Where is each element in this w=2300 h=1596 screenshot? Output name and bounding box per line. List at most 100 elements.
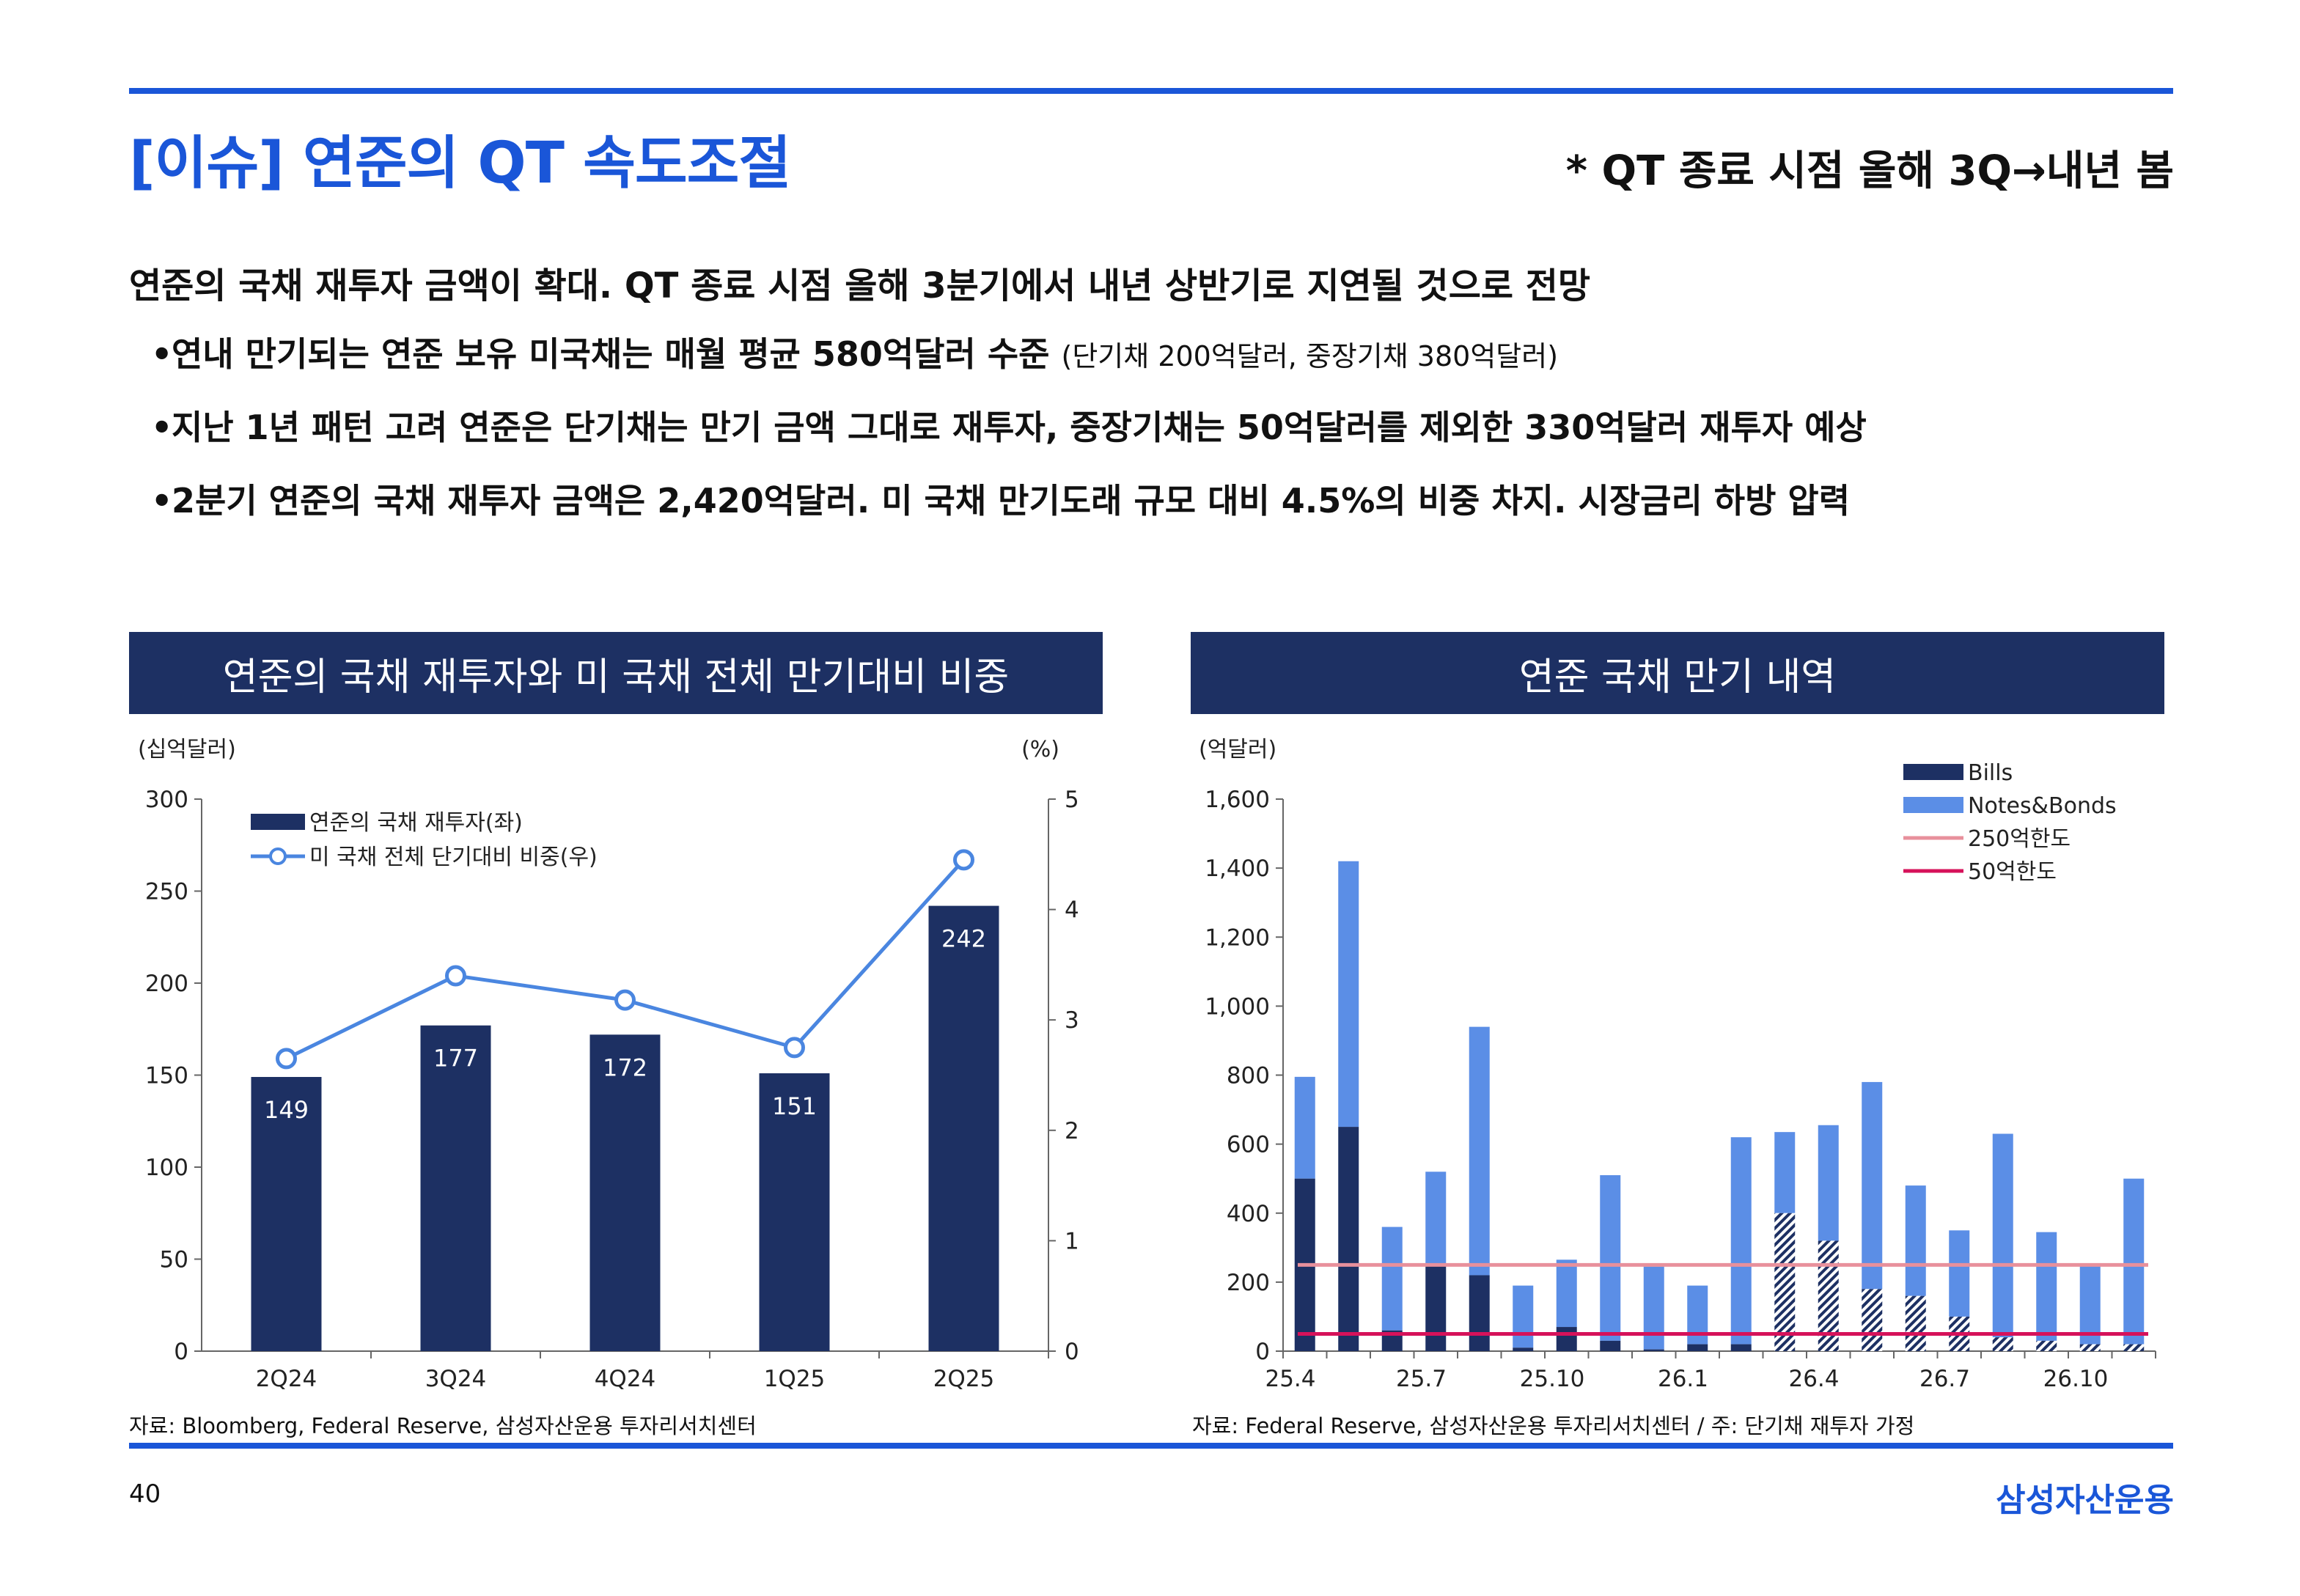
chart1-bar-label: 149 (264, 1096, 309, 1124)
chart2-bar-bills (1862, 1289, 1883, 1351)
headline: 연준의 국채 재투자 금액이 확대. QT 종료 시점 올해 3분기에서 내년 … (129, 265, 1591, 306)
chart2-bar-notes (2036, 1232, 2057, 1341)
chart2-bar-bills (1905, 1295, 1926, 1351)
chart2-figure: (억달러) 0 200 400 600 800 1,000 1,200 1,400 1,600 25… (1199, 737, 2156, 1392)
chart1-legend-bar-label: 연준의 국채 재투자(좌) (309, 810, 523, 836)
chart2-legend-ref50-label: 50억한도 (1968, 859, 2057, 885)
chart2-bar-bills (1513, 1347, 1534, 1351)
chart1-line-point (276, 1048, 297, 1070)
chart2-bar-bills (1992, 1337, 2013, 1351)
chart2-bar-bills (1425, 1265, 1447, 1351)
chart2-bar-notes (1600, 1174, 1621, 1341)
page-subtitle: * QT 종료 시점 올해 3Q→내년 봄 (1565, 147, 2174, 195)
chart1-bar (251, 1077, 322, 1351)
chart1-title: 연준의 국채 재투자와 미 국채 전체 만기대비 비중 (129, 632, 1103, 714)
chart2-xtick-label: 26.4 (1788, 1366, 1839, 1392)
chart1-ytick-left-label: 250 (145, 879, 188, 905)
chart2-bar-notes (1338, 861, 1359, 1128)
chart2-legend-ref250-label: 250억한도 (1968, 826, 2071, 852)
chart2-ytick-label: 0 (1255, 1339, 1270, 1365)
chart2-ytick-label: 800 (1227, 1063, 1270, 1089)
chart2-xtick-label: 26.7 (1919, 1366, 1970, 1392)
chart2-bar-notes (1469, 1026, 1490, 1276)
chart2-ytick-label: 600 (1227, 1132, 1270, 1158)
chart1-ytick-left-label: 300 (145, 787, 188, 813)
chart1-bar (589, 1034, 661, 1351)
chart2-xtick-label: 25.4 (1265, 1366, 1315, 1392)
bullet-text: 2분기 연준의 국채 재투자 금액은 2,420억달러. 미 국채 만기도래 규… (172, 481, 1851, 521)
chart1-ytick-right-label: 5 (1065, 787, 1079, 813)
chart2-xtick-label: 26.1 (1658, 1366, 1708, 1392)
chart1-line-point (953, 849, 974, 871)
chart1-xtick-label: 1Q25 (764, 1366, 826, 1392)
bullet-list: •연내 만기되는 연준 보유 미국채는 매월 평균 580억달러 수준 (단기채… (151, 330, 1867, 550)
chart2-bar-bills (1556, 1327, 1577, 1351)
chart1-bar-label: 172 (603, 1053, 647, 1081)
page-title: [이슈] 연준의 QT 속도조절 (129, 130, 791, 196)
chart2-ytick-label: 1,000 (1205, 993, 1270, 1020)
chart2-bar-bills (1643, 1349, 1664, 1351)
chart1-bar-label: 151 (772, 1092, 817, 1120)
chart2-ytick-label: 1,400 (1205, 856, 1270, 882)
chart2-title: 연준 국채 만기 내역 (1191, 632, 2164, 714)
chart1-ytick-left-label: 200 (145, 971, 188, 997)
chart1-ytick-right-label: 0 (1065, 1339, 1079, 1365)
chart1-line-point (445, 965, 466, 987)
chart1-xtick-label: 2Q24 (256, 1366, 317, 1392)
chart2-bar-bills (2123, 1344, 2145, 1351)
chart1-line-point (784, 1037, 805, 1059)
chart2-bar-notes (1992, 1133, 2013, 1338)
chart1-xtick-label: 3Q24 (425, 1366, 487, 1392)
chart1-legend-line-marker (269, 847, 287, 865)
chart2-bar-notes (1643, 1266, 1664, 1350)
chart2-bar-notes (1818, 1125, 1839, 1241)
chart1-ytick-left-label: 50 (160, 1247, 188, 1273)
chart2-bar-bills (1469, 1275, 1490, 1351)
chart2-bar-notes (1862, 1081, 1883, 1290)
chart2-bar-notes (1949, 1230, 1970, 1317)
bullet-text: 지난 1년 패턴 고려 연준은 단기채는 만기 금액 그대로 재투자, 중장기채… (172, 408, 1867, 447)
bullet-text: 연내 만기되는 연준 보유 미국채는 매월 평균 580억달러 수준 (172, 334, 1050, 374)
chart1-ytick-right-label: 4 (1065, 897, 1079, 924)
top-rule (129, 88, 2173, 94)
chart2-bar-notes (2123, 1178, 2145, 1345)
chart2-ytick-label: 1,600 (1205, 787, 1270, 813)
chart2-bar-notes (2079, 1262, 2101, 1345)
chart1-line-series (285, 858, 966, 1061)
chart2-xtick-label: 25.7 (1396, 1366, 1447, 1392)
chart1-xtick-label: 2Q25 (933, 1366, 995, 1392)
bullet-item: •지난 1년 패턴 고려 연준은 단기채는 만기 금액 그대로 재투자, 중장기… (151, 408, 1867, 447)
chart2-bar-notes (1774, 1132, 1796, 1213)
chart1-bar (759, 1073, 830, 1351)
chart1-ylabel-left: (십억달러) (138, 737, 236, 762)
chart1-ytick-right-label: 3 (1065, 1007, 1079, 1034)
chart1-figure: (십억달러) (%) 0 50 100 150 200 250 300 0 1 2 3 4 5 149 2Q24… (138, 737, 1079, 1392)
chart2-bar-bills (2079, 1344, 2101, 1351)
chart2-bar-notes (1556, 1259, 1577, 1328)
chart1-source: 자료: Bloomberg, Federal Reserve, 삼성자산운용 투… (129, 1413, 757, 1438)
page-number: 40 (129, 1479, 161, 1509)
chart1-bar-label: 242 (941, 925, 986, 953)
chart2-bar-bills (1338, 1127, 1359, 1351)
chart1-ytick-right-label: 2 (1065, 1118, 1079, 1144)
chart2-legend-bills-label: Bills (1968, 760, 2013, 786)
chart2-bar-notes (1294, 1076, 1315, 1179)
bullet-item: •2분기 연준의 국채 재투자 금액은 2,420억달러. 미 국채 만기도래 … (151, 481, 1851, 521)
bullet-item: •연내 만기되는 연준 보유 미국채는 매월 평균 580억달러 수준 (단기채… (151, 334, 1559, 374)
chart2-ylabel: (억달러) (1199, 737, 1276, 762)
chart1-legend-line-label: 미 국채 전체 단기대비 비중(우) (309, 845, 598, 870)
chart2-xtick-label: 25.10 (1520, 1366, 1585, 1392)
chart2-bar-notes (1381, 1227, 1403, 1331)
chart1-bar (420, 1025, 491, 1351)
chart2-legend-notes-label: Notes&Bonds (1968, 793, 2117, 819)
chart2-legend-notes-swatch (1903, 797, 1963, 813)
chart1-ytick-left-label: 100 (145, 1155, 188, 1181)
chart2-bar-notes (1730, 1137, 1752, 1345)
bullet-note: (단기채 200억달러, 중장기채 380억달러) (1061, 340, 1559, 372)
chart1-bar (928, 905, 999, 1351)
chart2-ytick-label: 400 (1227, 1201, 1270, 1227)
chart1-line-point (614, 989, 636, 1011)
chart1-bar-label: 177 (433, 1045, 478, 1073)
bottom-rule (129, 1443, 2173, 1449)
company-logo: 삼성자산운용 (1996, 1482, 2174, 1519)
